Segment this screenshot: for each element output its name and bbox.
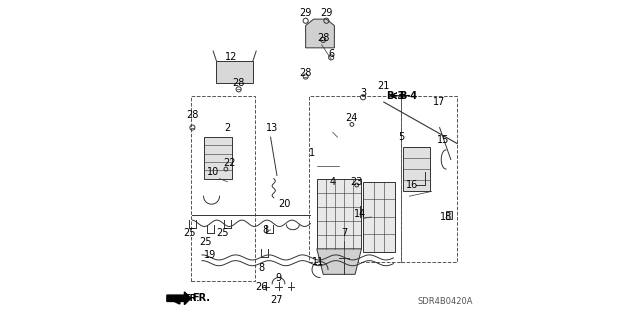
Polygon shape (167, 292, 191, 305)
Text: 26: 26 (255, 282, 267, 292)
Text: FR.: FR. (184, 294, 200, 303)
Text: 28: 28 (317, 33, 330, 43)
Text: 28: 28 (300, 68, 312, 78)
Text: 18: 18 (440, 212, 452, 222)
Text: 29: 29 (300, 8, 312, 18)
Text: 2: 2 (225, 122, 230, 133)
Text: 29: 29 (320, 8, 333, 18)
Text: 28: 28 (232, 78, 245, 88)
Text: 17: 17 (433, 97, 446, 107)
Text: 8: 8 (262, 225, 269, 235)
Text: 23: 23 (351, 177, 363, 187)
Bar (403, 147, 430, 191)
Text: SDR4B0420A: SDR4B0420A (418, 297, 473, 306)
Text: 11: 11 (312, 256, 324, 267)
Bar (216, 61, 253, 83)
Polygon shape (317, 249, 362, 274)
Text: B-3: B-3 (386, 91, 404, 101)
Text: 10: 10 (207, 167, 220, 177)
Bar (363, 182, 395, 252)
Text: 7: 7 (340, 228, 347, 238)
Text: 22: 22 (223, 158, 236, 168)
Text: 1: 1 (309, 148, 315, 158)
Text: 25: 25 (183, 228, 195, 238)
Text: 13: 13 (266, 122, 278, 133)
Bar (191, 96, 255, 281)
Text: 9: 9 (275, 272, 282, 283)
Text: 19: 19 (204, 250, 216, 260)
Text: 25: 25 (199, 237, 211, 248)
Text: 27: 27 (271, 295, 283, 305)
Bar (204, 137, 232, 179)
Text: 28: 28 (186, 110, 198, 120)
Text: FR.: FR. (193, 293, 211, 303)
Text: 5: 5 (398, 132, 404, 142)
Text: 20: 20 (279, 199, 291, 209)
Bar (446, 211, 452, 219)
Text: 4: 4 (330, 177, 336, 187)
Text: 16: 16 (406, 180, 419, 190)
Bar (309, 96, 401, 262)
Text: 25: 25 (216, 228, 229, 238)
Text: 3: 3 (360, 87, 366, 98)
Text: 8: 8 (258, 263, 264, 273)
Text: 6: 6 (328, 49, 334, 59)
Text: 21: 21 (378, 81, 390, 91)
Text: 15: 15 (436, 135, 449, 145)
Text: 24: 24 (346, 113, 358, 123)
Text: B-4: B-4 (399, 91, 417, 101)
Bar (401, 96, 457, 262)
Bar (317, 179, 362, 249)
Text: 12: 12 (225, 52, 237, 63)
Text: 14: 14 (354, 209, 366, 219)
Polygon shape (306, 19, 334, 48)
